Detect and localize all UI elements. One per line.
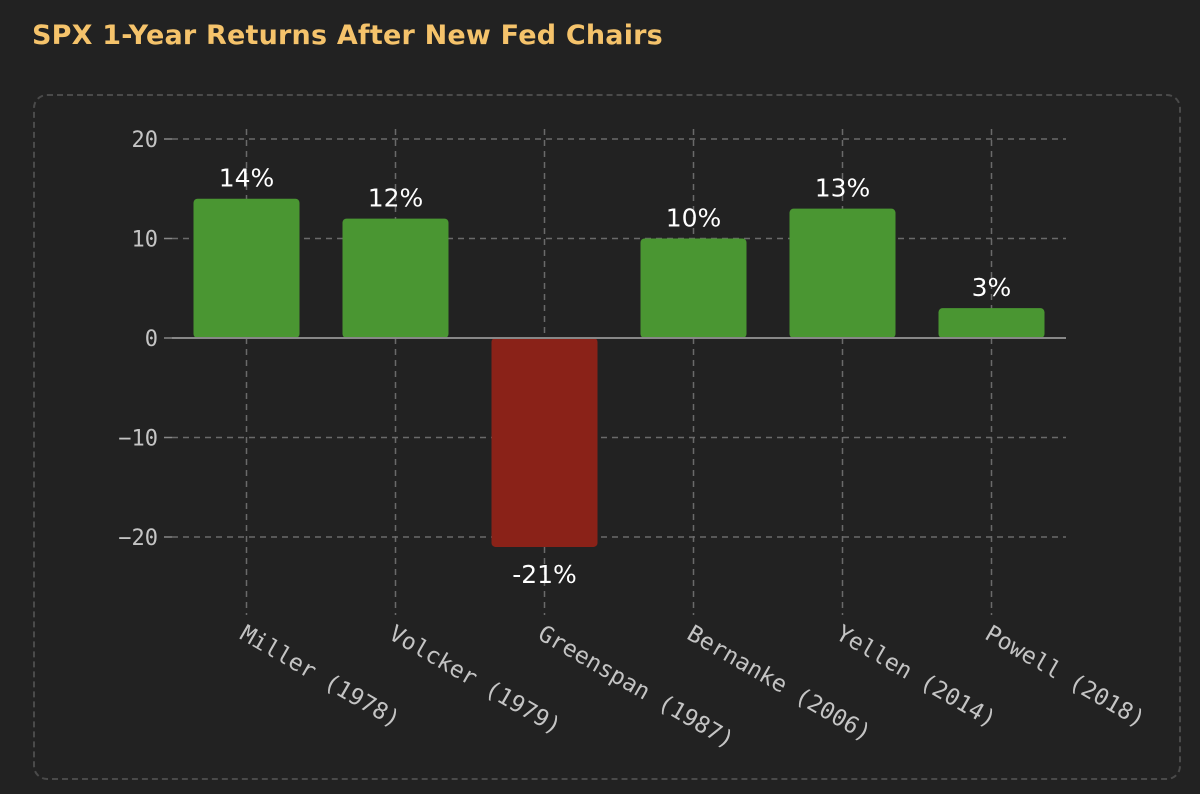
y-tick-label: 10 xyxy=(132,228,159,253)
data-label: 3% xyxy=(972,273,1012,302)
y-tick-label: −10 xyxy=(118,427,158,452)
chart-frame xyxy=(33,94,1181,780)
y-tick-label: 0 xyxy=(145,327,158,352)
y-tick-label: −20 xyxy=(118,526,158,551)
data-label: 13% xyxy=(815,174,871,203)
bar xyxy=(640,238,747,338)
bar xyxy=(193,198,300,338)
bar xyxy=(938,308,1045,338)
data-label: 12% xyxy=(368,184,424,213)
bar xyxy=(491,338,598,547)
axes: 20 10 0 −10 −20 xyxy=(118,128,1066,551)
chart-title: SPX 1-Year Returns After New Fed Chairs xyxy=(32,20,663,51)
category-label: Miller (1978) xyxy=(236,621,405,734)
category-label: Powell (2018) xyxy=(981,621,1150,734)
bar xyxy=(342,218,449,338)
data-label: -21% xyxy=(512,560,577,589)
grid xyxy=(172,129,1066,615)
bar xyxy=(789,208,896,338)
data-label: 10% xyxy=(666,204,722,233)
y-tick-label: 20 xyxy=(132,128,159,153)
data-label: 14% xyxy=(219,164,275,193)
bars xyxy=(193,198,1045,547)
